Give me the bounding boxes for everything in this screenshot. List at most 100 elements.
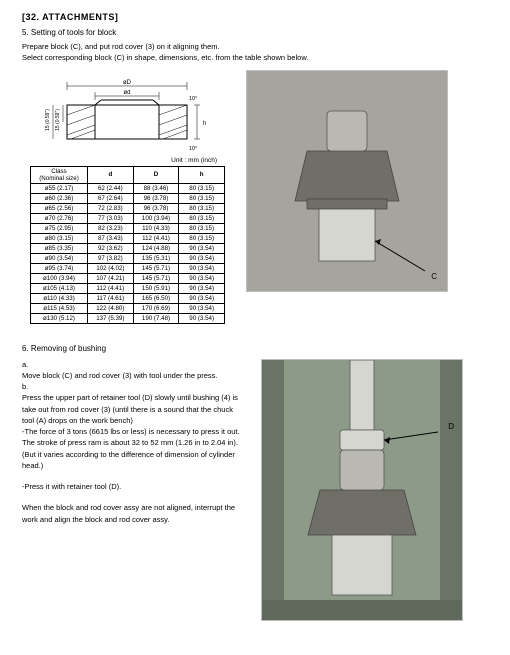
step6-title: 6. Removing of bushing: [22, 344, 488, 353]
table-cell: 90 (3.54): [179, 243, 225, 253]
section-header: [32. ATTACHMENTS]: [22, 12, 488, 22]
dim-h-label: h: [203, 121, 206, 127]
table-cell: ø95 (3.74): [31, 263, 88, 273]
table-cell: 72 (2.83): [88, 203, 134, 213]
unit-label: Unit : mm (inch): [37, 157, 217, 164]
table-cell: 80 (3.15): [179, 213, 225, 223]
step6-press: -Press it with retainer tool (D).: [22, 481, 247, 492]
table-cell: 77 (3.03): [88, 213, 134, 223]
table-row: ø60 (2.36)67 (2.64)96 (3.78)80 (3.15): [31, 193, 225, 203]
table-cell: 80 (3.15): [179, 183, 225, 193]
table-row: ø110 (4.33)117 (4.61)165 (6.50)90 (3.54): [31, 293, 225, 303]
col-class: Class(Nominal size): [31, 166, 88, 183]
table-cell: 145 (5.71): [133, 263, 179, 273]
table-row: ø85 (3.35)92 (3.62)124 (4.88)90 (3.54): [31, 243, 225, 253]
table-cell: 67 (2.64): [88, 193, 134, 203]
table-row: ø100 (3.94)107 (4.21)145 (5.71)90 (3.54): [31, 273, 225, 283]
table-cell: ø75 (2.95): [31, 223, 88, 233]
table-cell: ø115 (4.53): [31, 303, 88, 313]
angle-top-label: 10°: [189, 96, 197, 102]
table-cell: 80 (3.15): [179, 203, 225, 213]
table-cell: 112 (4.41): [133, 233, 179, 243]
table-row: ø80 (3.15)87 (3.43)112 (4.41)80 (3.15): [31, 233, 225, 243]
photo-block: C: [246, 70, 448, 292]
table-cell: 80 (3.15): [179, 223, 225, 233]
table-cell: 80 (3.15): [179, 193, 225, 203]
table-cell: ø60 (2.36): [31, 193, 88, 203]
table-cell: 170 (6.69): [133, 303, 179, 313]
step6-right: D: [261, 359, 488, 621]
step6-b-text: Press the upper part of retainer tool (D…: [22, 392, 247, 426]
table-row: ø95 (3.74)102 (4.02)145 (5.71)90 (3.54): [31, 263, 225, 273]
table-cell: 110 (4.33): [133, 223, 179, 233]
photo-press: D: [261, 359, 463, 621]
step6-stroke: The stroke of press ram is about 32 to 5…: [22, 437, 247, 471]
table-cell: 124 (4.88): [133, 243, 179, 253]
table-cell: 90 (3.54): [179, 293, 225, 303]
table-row: ø115 (4.53)122 (4.80)170 (6.69)90 (3.54): [31, 303, 225, 313]
dim-phid-label: ød: [123, 90, 130, 96]
step6-b: b.: [22, 381, 247, 392]
step5-line1: Prepare block (C), and put rod cover (3)…: [22, 41, 488, 52]
table-cell: 165 (6.50): [133, 293, 179, 303]
table-cell: ø65 (2.56): [31, 203, 88, 213]
step5-row: øD ød h 10° 10° 15 (0.59") 15 (0.59"): [22, 70, 488, 324]
table-row: ø55 (2.17)62 (2.44)88 (3.46)80 (3.15): [31, 183, 225, 193]
table-cell: 92 (3.62): [88, 243, 134, 253]
table-cell: ø130 (5.12): [31, 313, 88, 323]
table-row: ø75 (2.95)82 (3.23)110 (4.33)80 (3.15): [31, 223, 225, 233]
table-cell: ø90 (3.54): [31, 253, 88, 263]
table-cell: 96 (3.78): [133, 193, 179, 203]
table-cell: 137 (5.39): [88, 313, 134, 323]
table-cell: 122 (4.80): [88, 303, 134, 313]
step5-right: C: [246, 70, 488, 324]
side1-label: 15 (0.59"): [45, 108, 51, 130]
table-cell: 82 (3.23): [88, 223, 134, 233]
table-cell: 88 (3.46): [133, 183, 179, 193]
callout-d: D: [448, 422, 454, 431]
step6-row: a. Move block (C) and rod cover (3) with…: [22, 359, 488, 621]
table-cell: 90 (3.54): [179, 303, 225, 313]
table-cell: 150 (5.91): [133, 283, 179, 293]
table-cell: 135 (5.31): [133, 253, 179, 263]
page: [32. ATTACHMENTS] 5. Setting of tools fo…: [0, 0, 510, 641]
table-cell: 97 (3.82): [88, 253, 134, 263]
angle-bot-label: 10°: [189, 146, 197, 152]
table-cell: 145 (5.71): [133, 273, 179, 283]
table-cell: ø70 (2.76): [31, 213, 88, 223]
table-cell: 102 (4.02): [88, 263, 134, 273]
col-h: h: [179, 166, 225, 183]
side2-label: 15 (0.59"): [55, 108, 61, 130]
table-cell: 107 (4.21): [88, 273, 134, 283]
table-cell: 90 (3.54): [179, 313, 225, 323]
table-cell: ø80 (3.15): [31, 233, 88, 243]
step6-align: When the block and rod cover assy are no…: [22, 502, 247, 525]
table-cell: ø85 (3.35): [31, 243, 88, 253]
table-cell: ø105 (4.13): [31, 283, 88, 293]
col-d: d: [88, 166, 134, 183]
step6-a-text: Move block (C) and rod cover (3) with to…: [22, 370, 247, 381]
table-row: ø65 (2.56)72 (2.83)96 (3.78)80 (3.15): [31, 203, 225, 213]
table-cell: ø110 (4.33): [31, 293, 88, 303]
step6-left: a. Move block (C) and rod cover (3) with…: [22, 359, 247, 621]
step6: 6. Removing of bushing a. Move block (C)…: [22, 344, 488, 621]
step5-title: 5. Setting of tools for block: [22, 28, 488, 37]
table-cell: 87 (3.43): [88, 233, 134, 243]
table-cell: 90 (3.54): [179, 273, 225, 283]
step6-a: a.: [22, 359, 247, 370]
table-cell: 96 (3.78): [133, 203, 179, 213]
table-cell: 117 (4.61): [88, 293, 134, 303]
table-cell: 90 (3.54): [179, 263, 225, 273]
table-cell: 80 (3.15): [179, 233, 225, 243]
table-row: ø105 (4.13)112 (4.41)150 (5.91)90 (3.54): [31, 283, 225, 293]
col-D: D: [133, 166, 179, 183]
callout-c: C: [431, 272, 437, 281]
dim-phiD-label: øD: [123, 80, 132, 86]
table-cell: 190 (7.48): [133, 313, 179, 323]
table-row: ø130 (5.12)137 (5.39)190 (7.48)90 (3.54): [31, 313, 225, 323]
step6-force: -The force of 3 tons (6615 lbs or less) …: [22, 426, 247, 437]
step5-line2: Select corresponding block (C) in shape,…: [22, 52, 488, 63]
table-cell: 90 (3.54): [179, 283, 225, 293]
step5-left: øD ød h 10° 10° 15 (0.59") 15 (0.59"): [22, 70, 232, 324]
table-cell: 90 (3.54): [179, 253, 225, 263]
